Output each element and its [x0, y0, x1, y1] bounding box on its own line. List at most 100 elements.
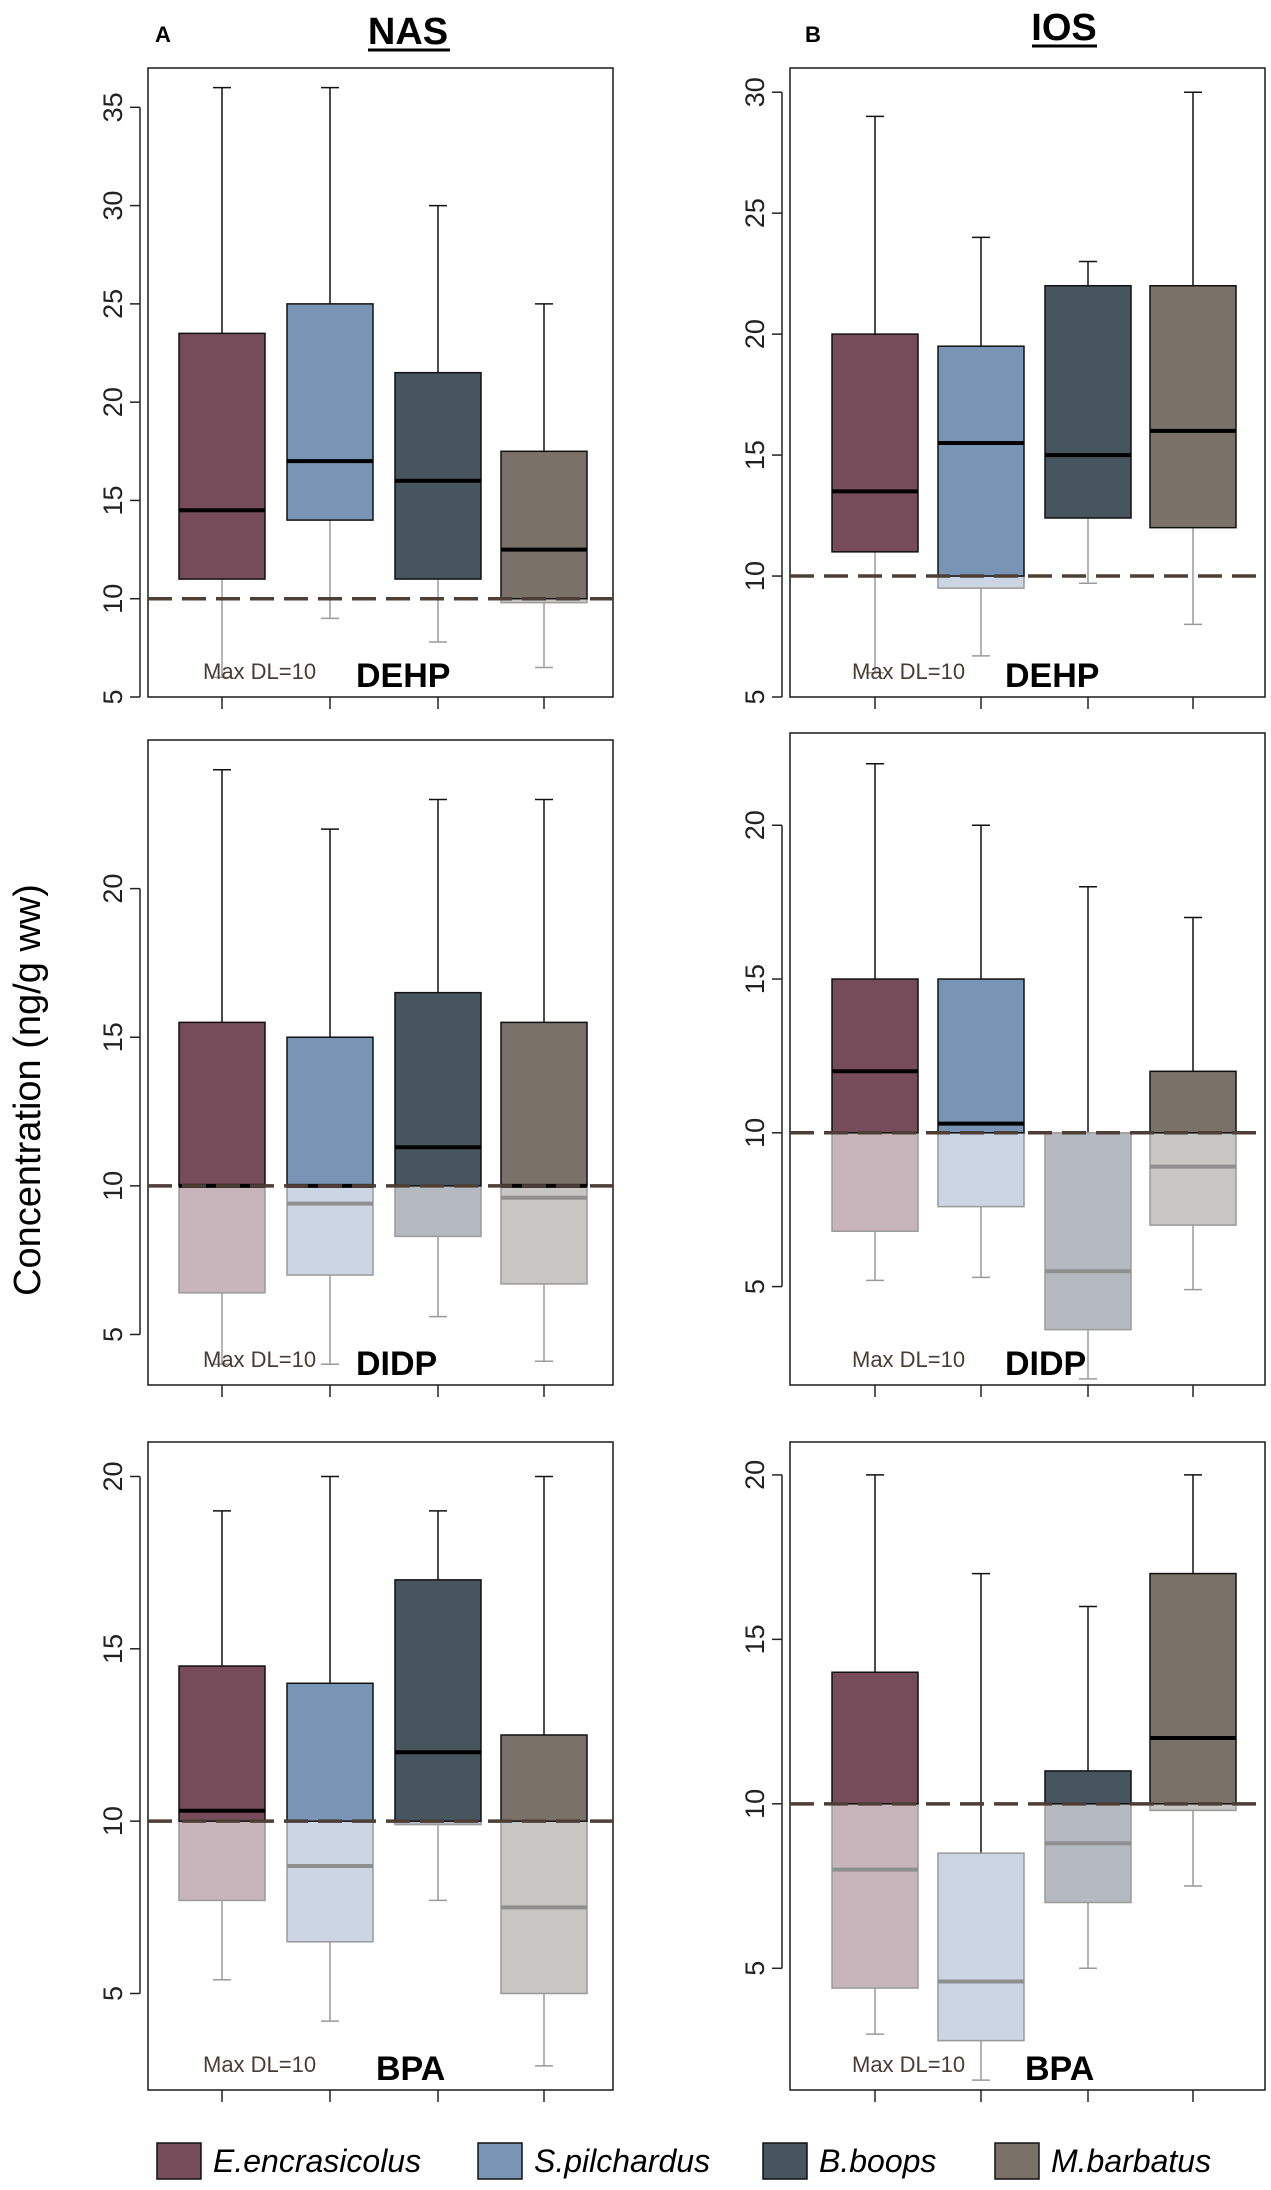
box-m-barbatus — [1149, 916, 1237, 1291]
panel-ios-dehp: 5 10 15 20 25 30 Max DL=10 DEHP — [740, 67, 1266, 709]
legend-item-s-pilchardus: S.pilchardus — [477, 2142, 710, 2180]
box-e-encrasicolus — [831, 1474, 919, 2035]
plot-frame — [789, 732, 1266, 1386]
column-title-ios: IOS — [1031, 7, 1096, 49]
box-above-dl — [178, 1021, 266, 1187]
legend-item-m-barbatus: M.barbatus — [994, 2142, 1211, 2180]
compound-label: DIDP — [1005, 1345, 1086, 1383]
legend-item-b-boops: B.boops — [762, 2142, 936, 2180]
y-tick-label: 20 — [740, 810, 770, 840]
panel-nas-dehp: 5 10 15 20 25 30 35 Max DL=10 DEHP — [98, 67, 614, 709]
box-above-dl — [394, 371, 482, 580]
box-above-dl — [1149, 1070, 1237, 1134]
max-dl-annotation: Max DL=10 — [203, 659, 316, 684]
box-above-dl — [1044, 1770, 1132, 1805]
max-dl-annotation: Max DL=10 — [203, 2052, 316, 2077]
y-tick-label: 20 — [740, 319, 770, 349]
box-above-dl — [500, 1734, 588, 1822]
box-m-barbatus — [1149, 1474, 1237, 1887]
box-b-boops — [1044, 1605, 1132, 1970]
box-e-encrasicolus — [178, 86, 266, 679]
legend: E.encrasicolus S.pilchardus B.boops M.barba… — [156, 2142, 1211, 2180]
y-tick-label: 10 — [98, 1806, 128, 1836]
compound-label: DEHP — [356, 657, 450, 695]
box-below-dl — [1044, 1803, 1132, 1904]
y-tick-label: 25 — [98, 289, 128, 319]
box-below-dl — [937, 575, 1025, 589]
panel-nas-didp: 5 10 15 20 Max DL=10 DIDP — [98, 739, 614, 1397]
box-b-boops — [394, 1510, 482, 1902]
box-above-dl — [394, 991, 482, 1187]
legend-item-e-encrasicolus: E.encrasicolus — [156, 2142, 421, 2180]
plot-frame — [789, 1441, 1266, 2091]
box-b-boops — [394, 204, 482, 643]
box-below-dl — [937, 1132, 1025, 1208]
box-below-dl — [831, 1803, 919, 1989]
box-e-encrasicolus — [178, 768, 266, 1365]
box-m-barbatus — [500, 798, 588, 1362]
y-tick-label: 5 — [98, 689, 128, 704]
max-dl-annotation: Max DL=10 — [852, 2052, 965, 2077]
box-below-dl — [1149, 1803, 1237, 1812]
legend-label: S.pilchardus — [534, 2143, 710, 2179]
y-tick-label: 25 — [740, 198, 770, 228]
y-tick-label: 15 — [740, 964, 770, 994]
y-tick-label: 15 — [740, 1624, 770, 1654]
panels: 5 10 15 20 25 30 35 Max DL=10 DEHP 5 10 15 20 25 30 Max… — [98, 67, 1266, 2102]
box-s-pilchardus — [937, 1572, 1025, 2081]
box-e-encrasicolus — [831, 115, 919, 674]
box-b-boops — [1044, 886, 1132, 1380]
compound-label: BPA — [1025, 2050, 1094, 2088]
y-tick-label: 10 — [740, 1789, 770, 1819]
y-tick-label: 30 — [740, 77, 770, 107]
box-below-dl — [394, 1185, 482, 1238]
max-dl-annotation: Max DL=10 — [203, 1347, 316, 1372]
box-above-dl — [937, 978, 1025, 1134]
y-tick-label: 10 — [740, 561, 770, 591]
legend-swatch — [156, 2142, 202, 2180]
y-tick-label: 15 — [98, 1022, 128, 1052]
box-m-barbatus — [500, 303, 588, 669]
box-below-dl — [831, 1132, 919, 1232]
box-s-pilchardus — [286, 828, 374, 1365]
box-above-dl — [1149, 284, 1237, 529]
y-tick-label: 20 — [98, 874, 128, 904]
box-above-dl — [286, 1036, 374, 1187]
y-tick-label: 20 — [98, 1461, 128, 1491]
box-above-dl — [831, 333, 919, 553]
y-tick-label: 35 — [98, 92, 128, 122]
box-below-dl — [1044, 1132, 1132, 1331]
panel-ios-bpa: 5 10 15 20 Max DL=10 BPA — [740, 1441, 1266, 2102]
box-b-boops — [1044, 260, 1132, 585]
legend-label: B.boops — [819, 2143, 936, 2179]
y-tick-label: 15 — [98, 1634, 128, 1664]
legend-label: E.encrasicolus — [213, 2143, 421, 2179]
box-above-dl — [1044, 284, 1132, 519]
y-tick-label: 10 — [98, 1171, 128, 1201]
y-tick-label: 5 — [740, 1961, 770, 1976]
y-tick-label: 15 — [98, 485, 128, 515]
y-tick-label: 5 — [98, 1327, 128, 1342]
box-below-dl — [286, 1820, 374, 1943]
y-tick-label: 30 — [98, 191, 128, 221]
y-tick-label: 5 — [98, 1986, 128, 2001]
box-e-encrasicolus — [178, 1510, 266, 1981]
box-above-dl — [937, 345, 1025, 577]
legend-swatch — [994, 2142, 1040, 2180]
box-below-dl — [286, 1185, 374, 1276]
legend-label: M.barbatus — [1051, 2143, 1211, 2179]
box-m-barbatus — [500, 1475, 588, 2067]
box-above-dl — [394, 1579, 482, 1822]
box-below-dl — [1149, 1132, 1237, 1226]
compound-label: DEHP — [1005, 657, 1099, 695]
box-above-dl — [286, 303, 374, 521]
compound-label: DIDP — [356, 1345, 437, 1383]
plot-frame — [789, 67, 1266, 698]
box-above-dl — [286, 1682, 374, 1822]
box-above-dl — [831, 978, 919, 1134]
y-tick-label: 5 — [740, 1279, 770, 1294]
box-m-barbatus — [1149, 91, 1237, 626]
box-above-dl — [500, 450, 588, 600]
box-below-dl — [178, 1820, 266, 1902]
